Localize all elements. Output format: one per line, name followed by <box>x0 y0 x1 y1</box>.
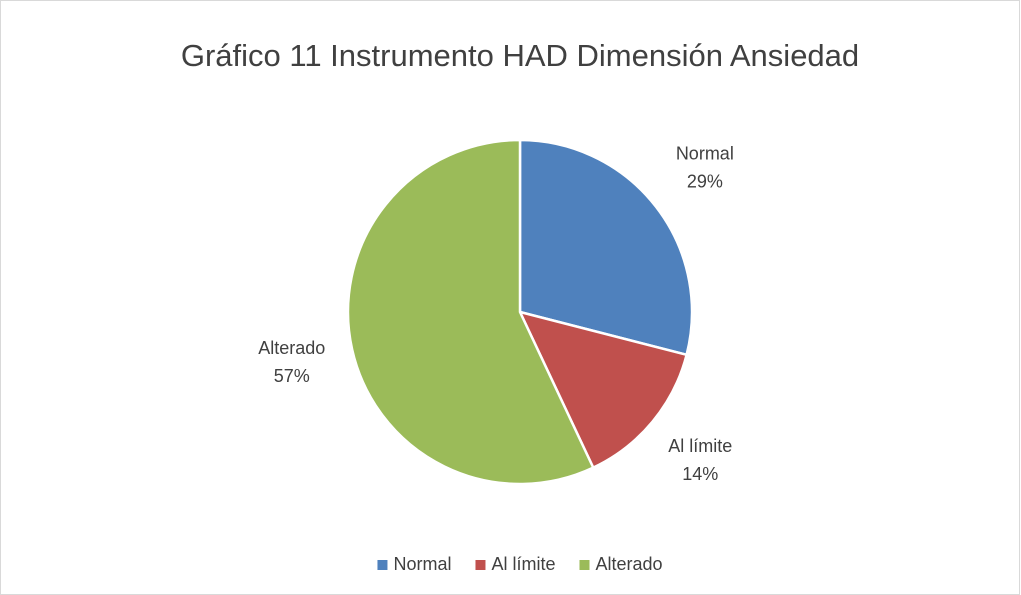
slice-category-label: Al límite <box>668 436 732 456</box>
legend-label: Al límite <box>491 554 555 574</box>
pie-slice <box>518 138 694 357</box>
legend-swatch <box>377 560 388 570</box>
slice-value-label: 29% <box>687 171 723 191</box>
slice-value-label: 57% <box>274 366 310 386</box>
legend-swatch <box>579 560 590 570</box>
slice-value-label: 14% <box>682 464 718 484</box>
pie-slice <box>517 310 689 470</box>
slice-category-label: Alterado <box>258 338 325 358</box>
legend-label: Alterado <box>595 554 662 574</box>
legend-label: Normal <box>393 554 451 574</box>
slice-category-label: Normal <box>676 143 734 163</box>
chart-title: Gráfico 11 Instrumento HAD Dimensión Ans… <box>181 38 859 73</box>
legend-swatch <box>475 560 486 570</box>
pie-slice <box>346 138 595 486</box>
